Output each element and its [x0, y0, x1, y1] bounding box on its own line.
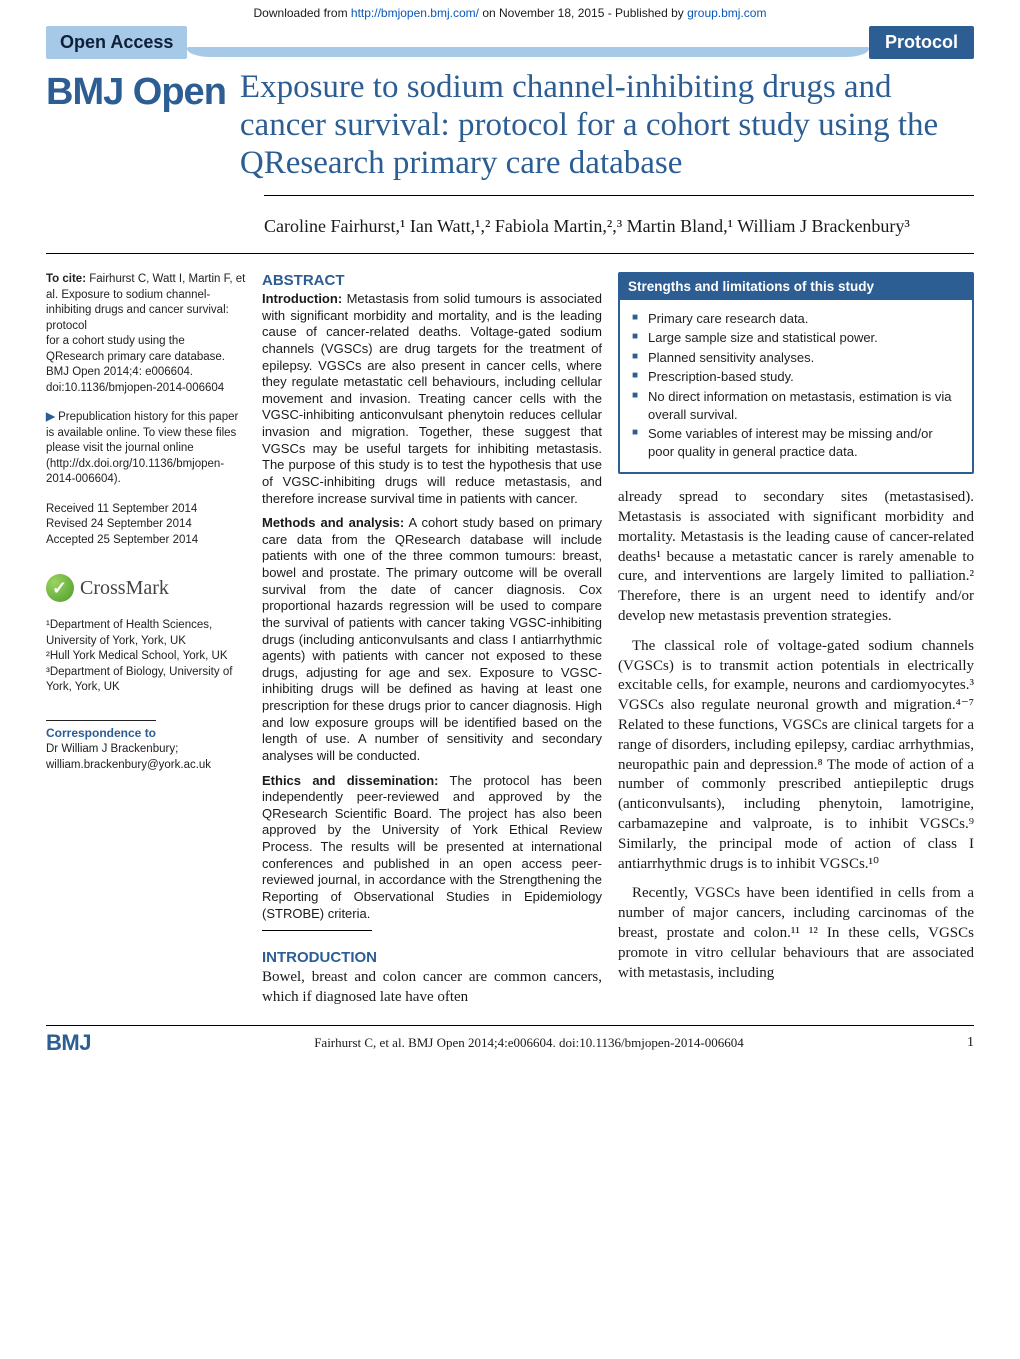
- prepub-block: ▶ Prepublication history for this paper …: [46, 410, 246, 488]
- article-title: Exposure to sodium channel-inhibiting dr…: [240, 69, 974, 183]
- abstract-methods-text: A cohort study based on primary care dat…: [262, 515, 602, 763]
- crossmark-check-icon: [46, 574, 74, 602]
- correspondence: Correspondence to Dr William J Brackenbu…: [46, 710, 246, 774]
- abstract-ethics-label: Ethics and dissemination:: [262, 773, 438, 788]
- cite-body2: for a cohort study using the QResearch p…: [46, 335, 225, 394]
- chevron-right-icon: ▶: [46, 411, 55, 423]
- strengths-limitations-box: Strengths and limitations of this study …: [618, 272, 974, 474]
- page-footer: BMJ Fairhurst C, et al. BMJ Open 2014;4:…: [46, 1025, 974, 1056]
- abstract-methods-label: Methods and analysis:: [262, 515, 404, 530]
- divider-line: [262, 930, 372, 931]
- page-number: 1: [967, 1035, 974, 1051]
- abstract-intro-text: Metastasis from solid tumours is associa…: [262, 291, 602, 506]
- open-access-badge: Open Access: [46, 26, 187, 59]
- bmj-logo: BMJ: [46, 1030, 91, 1056]
- sl-item: Primary care research data.: [632, 310, 960, 328]
- date-revised: Revised 24 September 2014: [46, 517, 246, 533]
- introduction-heading: INTRODUCTION: [262, 949, 602, 966]
- dates-block: Received 11 September 2014 Revised 24 Se…: [46, 502, 246, 549]
- abstract-ethics: Ethics and dissemination: The protocol h…: [262, 773, 602, 923]
- content-columns: To cite: Fairhurst C, Watt I, Martin F, …: [46, 272, 974, 1007]
- date-received: Received 11 September 2014: [46, 502, 246, 518]
- sl-item: Prescription-based study.: [632, 368, 960, 386]
- downloaded-prefix: Downloaded from: [254, 6, 351, 20]
- sl-item: Large sample size and statistical power.: [632, 329, 960, 347]
- abstract-introduction: Introduction: Metastasis from solid tumo…: [262, 291, 602, 507]
- cite-label: To cite:: [46, 273, 86, 285]
- abstract-heading: ABSTRACT: [262, 272, 602, 289]
- date-accepted: Accepted 25 September 2014: [46, 533, 246, 549]
- introduction-body: Bowel, breast and colon cancer are commo…: [262, 968, 602, 1007]
- body-paragraph-2: The classical role of voltage-gated sodi…: [618, 637, 974, 875]
- sidebar: To cite: Fairhurst C, Watt I, Martin F, …: [46, 272, 246, 1007]
- body-paragraph-1: already spread to secondary sites (metas…: [618, 488, 974, 627]
- journal-brand: BMJ Open: [46, 69, 240, 111]
- sl-item: No direct information on metastasis, est…: [632, 388, 960, 423]
- crossmark-badge[interactable]: CrossMark: [46, 574, 246, 602]
- affiliation-1: ¹Department of Health Sciences, Universi…: [46, 618, 246, 649]
- downloaded-url[interactable]: http://bmjopen.bmj.com/: [351, 6, 479, 20]
- abstract-column: ABSTRACT Introduction: Metastasis from s…: [262, 272, 602, 1007]
- author-list: Caroline Fairhurst,¹ Ian Watt,¹,² Fabiol…: [264, 214, 974, 239]
- title-block: BMJ Open Exposure to sodium channel-inhi…: [46, 69, 974, 183]
- correspondence-heading: Correspondence to: [46, 720, 156, 741]
- abstract-ethics-text: The protocol has been independently peer…: [262, 773, 602, 921]
- body-column: Strengths and limitations of this study …: [618, 272, 974, 1007]
- section-band: Open Access Protocol: [46, 26, 974, 59]
- download-bar: Downloaded from http://bmjopen.bmj.com/ …: [0, 0, 1020, 22]
- crossmark-label: CrossMark: [80, 575, 169, 602]
- band-decoration: [187, 47, 869, 57]
- abstract-methods: Methods and analysis: A cohort study bas…: [262, 515, 602, 764]
- prepub-text: Prepublication history for this paper is…: [46, 411, 238, 485]
- affiliations: ¹Department of Health Sciences, Universi…: [46, 618, 246, 696]
- footer-citation: Fairhurst C, et al. BMJ Open 2014;4:e006…: [314, 1035, 744, 1051]
- protocol-badge: Protocol: [869, 26, 974, 59]
- sl-item: Some variables of interest may be missin…: [632, 425, 960, 460]
- sl-heading: Strengths and limitations of this study: [620, 274, 972, 300]
- abstract-intro-label: Introduction:: [262, 291, 342, 306]
- correspondence-body: Dr William J Brackenbury; william.bracke…: [46, 742, 246, 773]
- publisher-url[interactable]: group.bmj.com: [687, 6, 766, 20]
- sl-list: Primary care research data. Large sample…: [632, 310, 960, 460]
- author-rule: [46, 253, 974, 254]
- downloaded-mid: on November 18, 2015 - Published by: [482, 6, 687, 20]
- affiliation-2: ²Hull York Medical School, York, UK: [46, 649, 246, 665]
- affiliation-3: ³Department of Biology, University of Yo…: [46, 665, 246, 696]
- citation-block: To cite: Fairhurst C, Watt I, Martin F, …: [46, 272, 246, 396]
- body-paragraph-3: Recently, VGSCs have been identified in …: [618, 884, 974, 983]
- sl-item: Planned sensitivity analyses.: [632, 349, 960, 367]
- title-rule: [264, 195, 974, 196]
